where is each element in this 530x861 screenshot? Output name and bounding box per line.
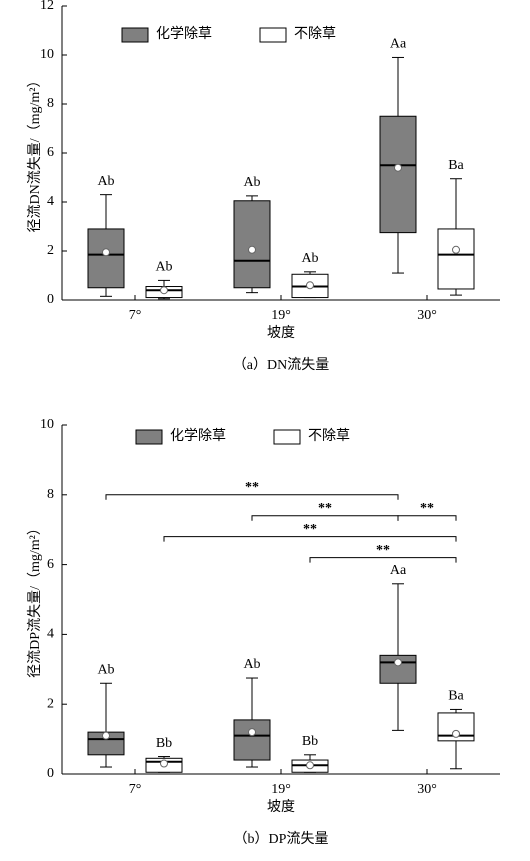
legend-swatch [121,27,149,43]
data-label: Ab [97,662,114,677]
legend-swatch [259,27,287,43]
x-tick-label: 19° [271,782,291,797]
mean [248,728,256,737]
y-tick-label: 10 [40,47,54,62]
mean [452,729,460,738]
mean [394,658,402,667]
y-tick-label: 2 [47,696,54,711]
y-tick-label: 6 [47,557,54,572]
mean [102,731,110,740]
mean [452,245,460,254]
bracket-label: ** [245,480,259,495]
x-tick-label: 30° [417,782,437,797]
bracket [251,515,399,521]
y-tick-label: 6 [47,145,54,160]
data-label: Ab [243,657,260,672]
x-axis-label: 坡度 [267,799,295,815]
y-axis-label: 径流DN流失量/（mg/m²） [27,74,43,233]
y-tick-label: 12 [40,0,54,13]
mean [102,248,110,257]
x-tick-label: 7° [129,782,142,797]
mean [306,281,314,290]
data-label: Aa [390,563,407,578]
data-label: Ab [155,260,172,275]
y-tick-label: 0 [47,766,54,781]
caption: （a）DN流失量 [233,357,329,373]
bracket [309,557,457,563]
data-label: Ba [448,158,464,173]
mean [160,286,168,295]
x-tick-label: 7° [129,308,142,323]
mean [160,759,168,768]
bracket [397,515,457,521]
y-tick-label: 8 [47,487,54,502]
mean [394,163,402,172]
legend-label: 化学除草 [170,428,226,444]
data-label: Bb [302,734,318,749]
y-tick-label: 0 [47,292,54,307]
legend-swatch [273,429,301,445]
data-label: Ab [243,175,260,190]
y-axis-label: 径流DP流失量/（mg/m²） [27,521,43,678]
data-label: Aa [390,37,407,52]
box [233,719,271,761]
bracket-label: ** [376,543,390,558]
legend-label: 化学除草 [156,26,212,42]
y-tick-label: 10 [40,417,54,432]
legend-swatch [135,429,163,445]
mean [248,245,256,254]
legend-label: 不除草 [308,428,350,444]
data-label: Ab [97,174,114,189]
bracket-label: ** [420,501,434,516]
box [379,115,417,234]
y-tick-label: 4 [47,194,54,209]
legend-label: 不除草 [294,26,336,42]
x-tick-label: 30° [417,308,437,323]
bracket-label: ** [303,522,317,537]
data-label: Ba [448,689,464,704]
bracket [105,494,399,500]
bracket-label: ** [318,501,332,516]
mean [306,761,314,770]
y-tick-label: 4 [47,627,54,642]
caption: （b）DP流失量 [234,831,329,847]
y-tick-label: 2 [47,243,54,258]
data-label: Bb [156,736,172,751]
y-tick-label: 8 [47,96,54,111]
x-axis-label: 坡度 [267,325,295,341]
bracket [163,536,457,542]
box [87,228,125,289]
x-tick-label: 19° [271,308,291,323]
data-label: Ab [301,251,318,266]
box [233,200,271,289]
box [437,228,475,290]
